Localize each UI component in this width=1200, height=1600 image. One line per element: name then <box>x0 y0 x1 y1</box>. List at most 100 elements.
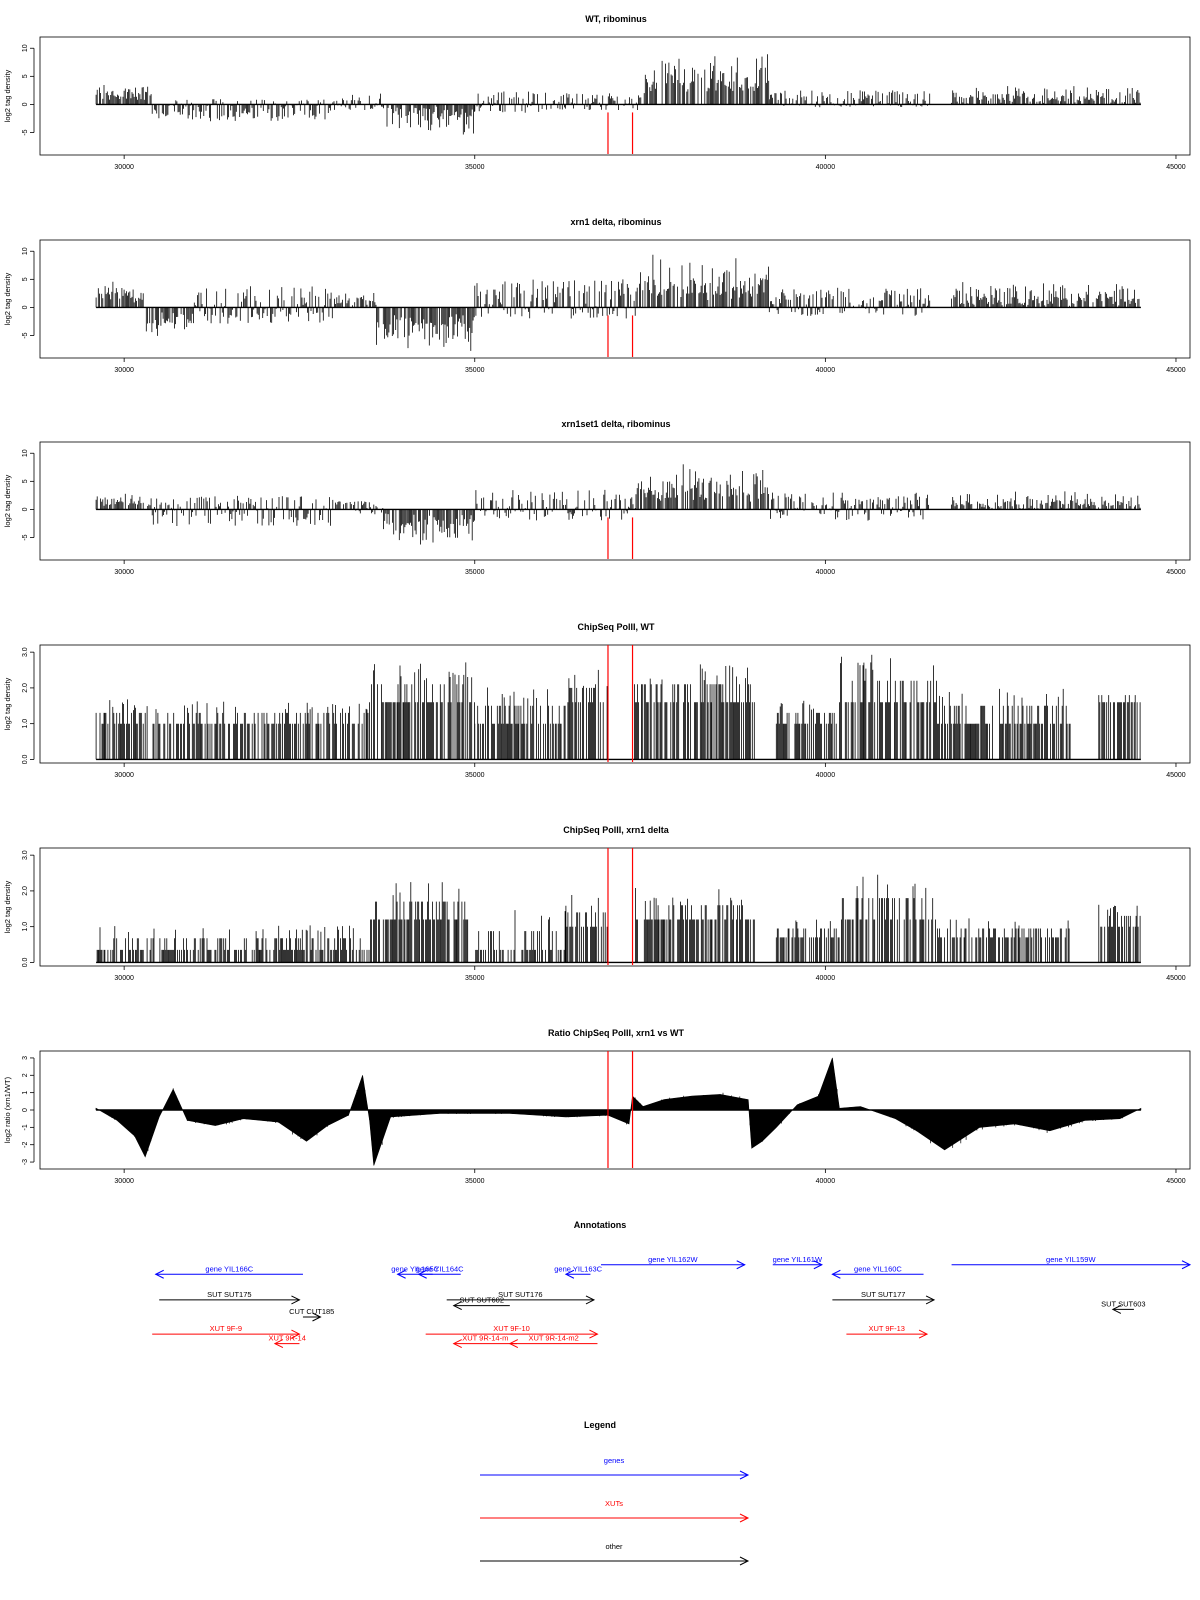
annotation-other: SUT SUT603 <box>1101 1299 1146 1314</box>
annotation-xut: XUT 9R-14-m2 <box>508 1334 598 1349</box>
y-tick-label: 0.0 <box>22 957 29 967</box>
legend-arrowhead <box>739 1513 750 1523</box>
x-tick-label: 30000 <box>114 975 134 982</box>
annotation-other: CUT CUT185 <box>289 1307 334 1322</box>
y-tick-label: 3.0 <box>22 647 29 657</box>
annotation-arrowhead <box>1181 1260 1192 1270</box>
y-tick-label: 10 <box>22 44 29 52</box>
y-axis-label: log2 tag density <box>3 272 12 325</box>
annotation-arrowhead <box>452 1339 462 1349</box>
y-tick-label: 10 <box>22 247 29 255</box>
legend: Legend genes XUTs other <box>480 1420 750 1566</box>
panel-title: ChipSeq PolII, WT <box>578 622 655 632</box>
y-tick-label: 1.0 <box>22 719 29 729</box>
signal-spikes <box>96 874 1141 963</box>
x-tick-label: 30000 <box>114 1178 134 1185</box>
y-tick-label: 0 <box>22 507 29 511</box>
x-tick-label: 35000 <box>465 164 485 171</box>
signal-spikes <box>95 654 1141 760</box>
annotation-xut: XUT 9R-14-m <box>452 1334 517 1349</box>
chart-panel-1: WT, ribominus 30000 35000 40000 45000 -5 0 5 10 l… <box>3 14 1191 171</box>
chart-panel-4: ChipSeq PolII, WT 30000 35000 40000 45000 0.0… <box>3 622 1191 779</box>
annotation-label: XUT 9R-14 <box>268 1334 305 1343</box>
legend-arrowhead <box>739 1556 750 1566</box>
annotation-label: SUT SUT176 <box>498 1290 542 1299</box>
annotation-arrowhead <box>508 1339 519 1349</box>
annotation-arrowhead <box>564 1269 575 1279</box>
annotation-label: gene YIL163C <box>554 1264 602 1273</box>
signal-spikes <box>95 464 1141 545</box>
y-tick-label: -5 <box>22 534 29 540</box>
x-tick-label: 35000 <box>465 772 485 779</box>
annotation-gene: gene YIL161W <box>773 1255 823 1270</box>
annotation-label: gene YIL160C <box>854 1264 902 1273</box>
annotation-label: XUT 9F-9 <box>210 1324 242 1333</box>
y-tick-label: 1.0 <box>22 922 29 932</box>
y-tick-label: -5 <box>22 332 29 338</box>
x-tick-label: 40000 <box>816 569 836 576</box>
annotation-gene: gene YIL164C <box>416 1264 464 1279</box>
annotation-arrowhead <box>291 1295 301 1305</box>
ratio-detail <box>95 1070 1139 1157</box>
panel-title: xrn1 delta, ribominus <box>570 217 661 227</box>
chart-panel-6: Ratio ChipSeq PolII, xrn1 vs WT 30000 3500… <box>3 1028 1191 1185</box>
annotation-other: SUT SUT602 <box>452 1296 510 1311</box>
panel-title: ChipSeq PolII, xrn1 delta <box>563 825 670 835</box>
annotation-label: SUT SUT602 <box>460 1296 504 1305</box>
y-tick-label: 2.0 <box>22 886 29 896</box>
chart-panel-5: ChipSeq PolII, xrn1 delta 30000 35000 40000… <box>3 825 1191 982</box>
annotation-label: XUT 9R-14-m <box>462 1334 508 1343</box>
annotation-label: gene YIL162W <box>648 1255 698 1264</box>
y-axis-label: log2 tag density <box>3 474 12 527</box>
annotation-arrowhead <box>589 1329 599 1339</box>
panel-title: Ratio ChipSeq PolII, xrn1 vs WT <box>548 1028 685 1038</box>
y-tick-label: 5 <box>22 74 29 78</box>
plot-frame <box>39 441 1191 561</box>
y-tick-label: 2.0 <box>22 683 29 693</box>
y-tick-label: 3.0 <box>22 850 29 860</box>
x-tick-label: 30000 <box>114 772 134 779</box>
y-tick-label: -3 <box>22 1159 29 1165</box>
x-tick-label: 40000 <box>816 164 836 171</box>
annotation-label: gene YIL166C <box>205 1264 253 1273</box>
annotation-other: SUT SUT176 <box>446 1290 596 1305</box>
y-tick-label: 3 <box>22 1056 29 1060</box>
annotation-label: gene YIL165C <box>391 1264 439 1273</box>
plot-frame <box>39 644 1191 764</box>
annotation-label: gene YIL159W <box>1046 1255 1096 1264</box>
x-tick-label: 30000 <box>114 569 134 576</box>
annotation-arrowhead <box>273 1339 284 1349</box>
annotation-other: SUT SUT177 <box>832 1290 936 1305</box>
annotation-gene: gene YIL160C <box>831 1264 924 1279</box>
x-tick-label: 40000 <box>816 367 836 374</box>
annotation-arrowhead <box>736 1260 746 1270</box>
annotation-xut: XUT 9R-14 <box>268 1334 306 1349</box>
signal-spikes <box>95 54 1141 135</box>
y-axis-label: log2 tag density <box>3 677 12 730</box>
annotation-label: SUT SUT177 <box>861 1290 905 1299</box>
x-tick-label: 45000 <box>1166 1178 1186 1185</box>
x-tick-label: 40000 <box>816 1178 836 1185</box>
plot-frame <box>39 847 1191 967</box>
y-tick-label: 10 <box>22 449 29 457</box>
legend-arrowhead <box>739 1470 750 1480</box>
x-tick-label: 35000 <box>465 569 485 576</box>
annotation-arrowhead <box>452 1301 462 1311</box>
annotation-label: SUT SUT175 <box>207 1290 251 1299</box>
annotation-xut: XUT 9F-9 <box>152 1324 301 1339</box>
annotation-arrowhead <box>813 1260 823 1270</box>
y-tick-label: 0 <box>22 102 29 106</box>
annotation-arrowhead <box>396 1269 406 1279</box>
x-tick-label: 45000 <box>1166 975 1186 982</box>
y-axis-label: log2 tag density <box>3 69 12 122</box>
annotation-label: SUT SUT603 <box>1101 1299 1145 1308</box>
y-tick-label: 1 <box>22 1091 29 1095</box>
x-tick-label: 35000 <box>465 367 485 374</box>
y-tick-label: -2 <box>22 1141 29 1147</box>
plot-frame <box>39 36 1191 156</box>
annotation-arrowhead <box>291 1329 301 1339</box>
x-tick-label: 40000 <box>816 975 836 982</box>
legend-title: Legend <box>584 1420 616 1430</box>
annotation-label: gene YIL164C <box>416 1264 464 1273</box>
